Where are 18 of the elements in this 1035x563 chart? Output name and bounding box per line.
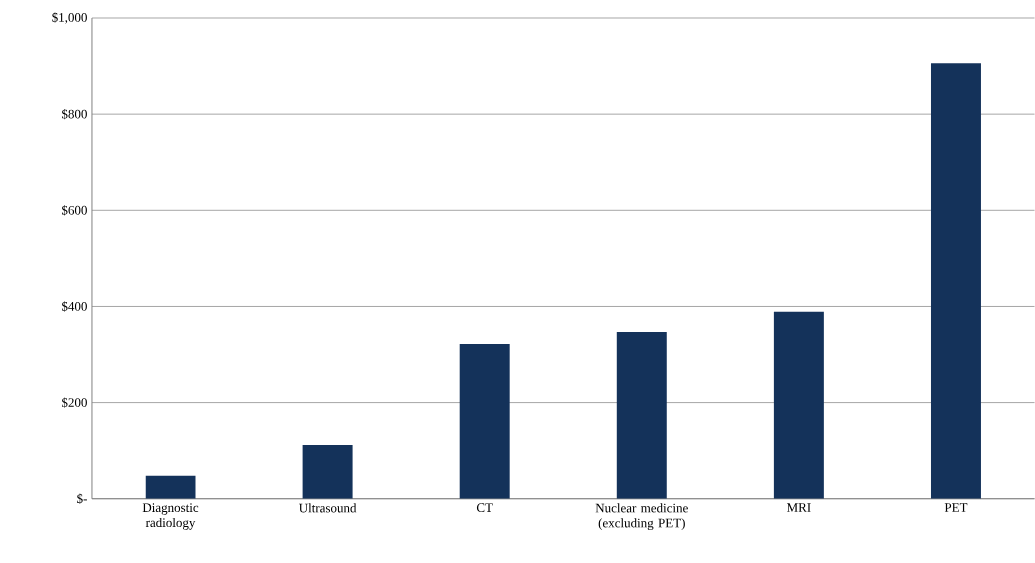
x-tick-label: Diagnostic radiology	[142, 503, 199, 530]
x-tick-label: CT	[476, 503, 493, 513]
bar	[459, 344, 510, 499]
bar	[302, 445, 353, 499]
bar	[773, 311, 824, 499]
bar	[145, 475, 196, 499]
y-tick-label: $200	[62, 397, 87, 408]
bar	[616, 332, 667, 499]
y-tick-label: $1,000	[52, 12, 87, 24]
y-tick-label: $600	[62, 205, 87, 216]
y-tick-label: $800	[62, 109, 87, 120]
y-tick-label: $-	[77, 493, 87, 505]
y-tick-label: $400	[62, 301, 87, 312]
bar	[930, 63, 981, 499]
x-tick-label: Ultrasound	[298, 503, 357, 513]
x-tick-label: Nuclear medicine (excluding PET)	[595, 503, 688, 531]
x-tick-label: MRI	[786, 503, 811, 512]
x-tick-label: PET	[944, 503, 968, 512]
